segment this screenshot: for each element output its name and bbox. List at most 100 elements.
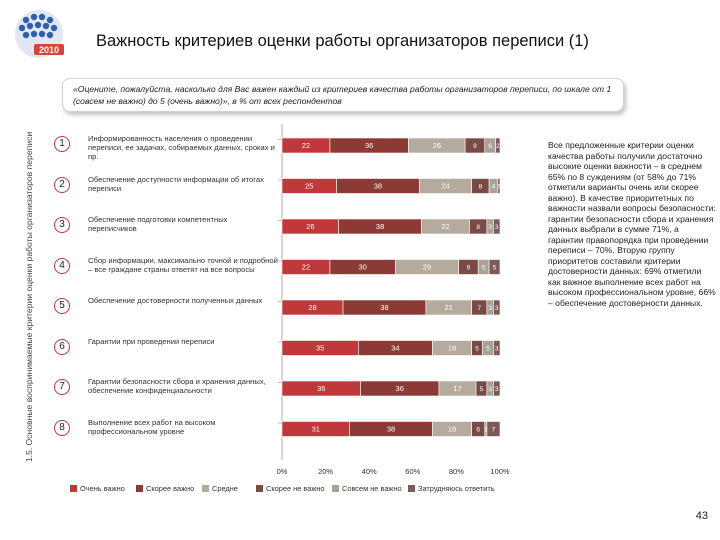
x-tick-label: 40%	[362, 467, 377, 476]
data-label: 36	[365, 141, 373, 150]
stacked-bar-chart: 0% 20% 40% 60% 80% 100% 22 36 26 9 6 2 25 38 24 8 4 1 26 38…	[52, 120, 530, 500]
row-label: Гарантии безопасности сбора и хранения д…	[88, 377, 266, 395]
logo-year: 2010	[39, 45, 59, 55]
legend-swatch	[332, 485, 339, 492]
legend-label: Совсем не важно	[342, 484, 402, 493]
data-label: 9	[473, 143, 477, 150]
data-label: 3	[495, 224, 499, 231]
data-label: 38	[374, 182, 382, 191]
data-label: 36	[396, 384, 404, 393]
data-label: 25	[305, 182, 313, 191]
x-tick-label: 60%	[405, 467, 420, 476]
page-number: 43	[695, 510, 708, 522]
legend-swatch	[202, 485, 209, 492]
data-label: 29	[423, 263, 431, 272]
legend-label: Скорее не важно	[266, 484, 325, 493]
data-label: 3	[488, 305, 492, 312]
row-number-badge: 4	[54, 257, 70, 274]
data-label: 36	[317, 384, 325, 393]
data-label: 3	[495, 346, 499, 353]
legend-swatch	[136, 485, 143, 492]
data-label: 26	[433, 141, 441, 150]
legend-item: Средне	[202, 484, 238, 493]
section-label: 1.5. Основные воспринимаемые критерии оц…	[24, 131, 34, 463]
data-label: 3	[488, 224, 492, 231]
data-label: 22	[441, 222, 449, 231]
legend-swatch	[256, 485, 263, 492]
data-label: 24	[441, 182, 449, 191]
bar-segment	[493, 340, 501, 356]
bar-segment	[486, 421, 501, 437]
data-label: 31	[312, 425, 320, 434]
row-number-badge: 7	[54, 379, 70, 395]
census-logo-icon: 2010	[15, 10, 64, 58]
x-tick-label: 100%	[490, 467, 510, 476]
data-label: 6	[488, 143, 492, 150]
row-number-badge: 5	[54, 298, 70, 314]
census-logo: 2010	[8, 8, 70, 62]
data-label: 1	[497, 184, 501, 191]
data-label: 17	[453, 384, 461, 393]
row-number-badge: 8	[54, 419, 70, 436]
legend-swatch	[70, 485, 77, 492]
page-title: Важность критериев оценки работы организ…	[96, 32, 589, 50]
data-label: 18	[448, 425, 456, 434]
data-label: 35	[316, 344, 324, 353]
row-number-badge: 3	[54, 217, 70, 233]
row-label: Обеспечение доступности информации об ит…	[88, 174, 264, 193]
data-label: 5	[486, 346, 490, 353]
x-tick-label: 80%	[449, 467, 464, 476]
row-label: Информированность населения о проведении…	[88, 134, 275, 161]
row-label: Обеспечение достоверности полученных дан…	[88, 296, 263, 305]
data-label: 6	[476, 427, 480, 434]
bar-segment	[488, 259, 501, 275]
data-label: 22	[302, 141, 310, 150]
data-label: 3	[495, 386, 499, 393]
data-label: 5	[475, 346, 479, 353]
data-label: 38	[387, 425, 395, 434]
data-label: 7	[492, 427, 496, 434]
row-label: Гарантии при проведении переписи	[88, 336, 215, 346]
data-label: 22	[302, 263, 310, 272]
legend-label: Очень важно	[80, 484, 125, 493]
data-label: 26	[306, 222, 314, 231]
row-number-badge: 1	[54, 136, 70, 152]
legend-label: Средне	[212, 484, 238, 493]
bar-segment	[495, 137, 501, 154]
bar-segment	[493, 380, 501, 397]
legend-item: Совсем не важно	[332, 484, 402, 493]
data-label: 8	[476, 224, 480, 231]
x-tick-label: 20%	[318, 467, 333, 476]
legend-item: Затрудняюсь ответить	[408, 484, 495, 493]
data-label: 3	[495, 305, 499, 312]
legend-swatch	[408, 485, 415, 492]
data-label: 3	[488, 386, 492, 393]
data-label: 30	[358, 263, 366, 272]
x-tick-label: 0%	[277, 467, 288, 476]
data-label: 5	[493, 265, 497, 272]
data-label: 28	[308, 303, 316, 312]
data-label: 8	[479, 184, 483, 191]
bar-segment	[493, 218, 501, 235]
legend-item: Скорее не важно	[256, 484, 324, 493]
row-label: Сбор информации, максимально точной и по…	[88, 255, 278, 274]
chart-canvas: 0% 20% 40% 60% 80% 100%22 36 26 9 6 225 38 24 8 4 126 38…	[277, 124, 510, 476]
summary-note: Все предложенные критерии оценки качеств…	[548, 140, 716, 308]
row-label: Выполнение всех работ на высоком професс…	[88, 417, 216, 436]
data-label: 7	[477, 305, 481, 312]
data-label: 38	[380, 303, 388, 312]
legend-label: Затрудняюсь ответить	[418, 484, 495, 493]
data-label: 18	[448, 344, 456, 353]
data-label: 21	[445, 303, 453, 312]
data-label: 5	[480, 386, 484, 393]
survey-question: «Оцените, пожалуйста, насколько для Вас …	[62, 78, 624, 112]
legend-item: Скорее важно	[136, 484, 194, 493]
row-label: Обеспечение подготовки компетентных пере…	[88, 215, 228, 233]
row-number-badge: 6	[54, 338, 70, 355]
legend-item: Очень важно	[70, 484, 125, 493]
bar-segment	[493, 299, 501, 316]
bar-segment	[497, 178, 501, 194]
row-number-badge: 2	[54, 176, 70, 193]
data-label: 38	[376, 222, 384, 231]
legend-label: Скорее важно	[146, 484, 195, 493]
